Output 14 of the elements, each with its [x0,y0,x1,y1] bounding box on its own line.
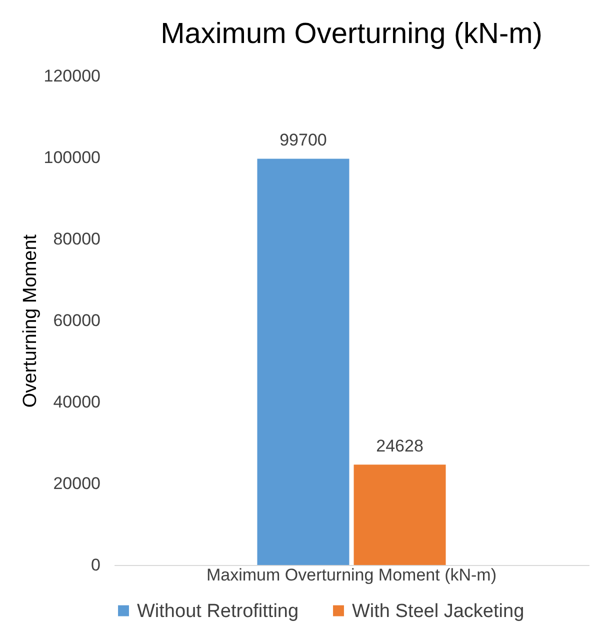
y-axis-title: Overturning Moment [20,234,41,408]
y-tick-label: 60000 [53,311,100,330]
x-tick-label: Maximum Overturning Moment (kN-m) [206,566,496,584]
legend-label: Without Retrofitting [137,600,299,622]
legend-label: With Steel Jacketing [352,600,524,622]
y-tick-label: 20000 [53,474,100,493]
y-tick-label: 120000 [44,66,100,86]
y-tick-label: 40000 [53,392,100,412]
chart-title: Maximum Overturning (kN-m) [160,18,542,50]
y-tick-label: 100000 [44,148,100,167]
data-label: 99700 [280,130,327,150]
y-tick-label: 80000 [53,230,100,248]
y-tick-label: 0 [91,556,100,574]
data-label: 24628 [376,436,424,456]
